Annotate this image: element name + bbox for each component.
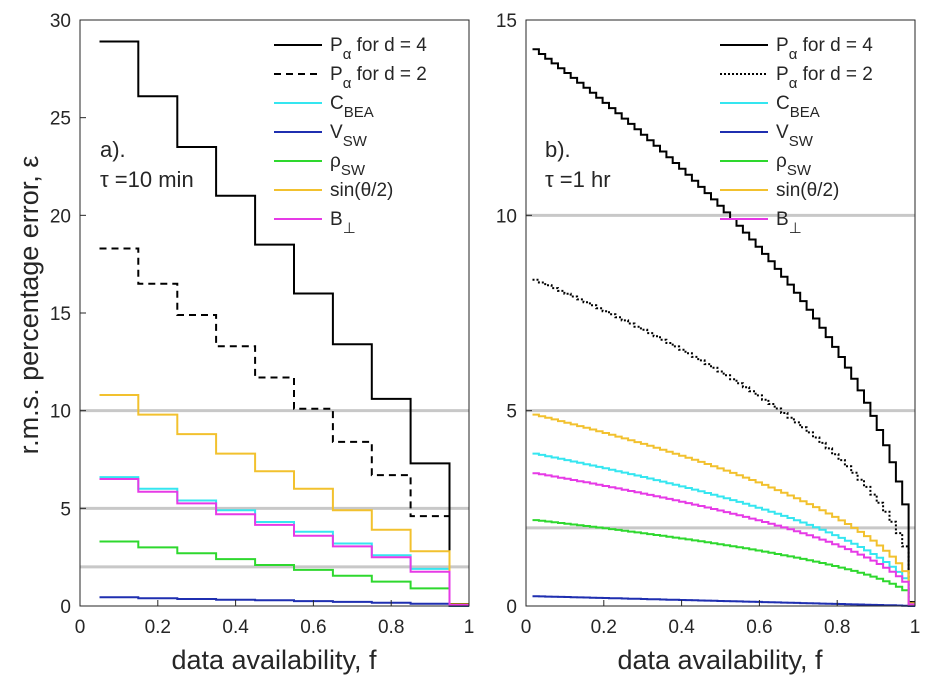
x-tick-label: 0.4 — [222, 617, 249, 638]
y-tick-label: 15 — [496, 11, 517, 32]
legend-label: CBEA — [776, 93, 820, 121]
y-axis-title: r.m.s. percentage error, ε — [14, 156, 44, 455]
y-tick-label: 5 — [60, 499, 71, 520]
panel-label: b). — [545, 137, 571, 162]
x-axis-title: data availability, f — [617, 645, 823, 675]
series-line-V — [99, 596, 469, 607]
legend-label: B⊥ — [330, 209, 356, 237]
x-tick-label: 0.8 — [378, 617, 404, 638]
legend: Pα for d = 4Pα for d = 2CBEAVSWρSWsin(θ/… — [720, 35, 873, 237]
series-line-rho — [532, 519, 915, 607]
x-tick-label: 0 — [521, 617, 532, 638]
series-line-sin — [99, 394, 469, 606]
legend: Pα for d = 4Pα for d = 2CBEAVSWρSWsin(θ/… — [274, 35, 427, 237]
series-line-C — [99, 476, 469, 606]
series-line-V — [532, 595, 915, 607]
y-tick-label: 10 — [50, 402, 71, 423]
legend-label: B⊥ — [776, 209, 802, 237]
y-tick-label: 25 — [50, 109, 71, 130]
plot-frame — [79, 19, 470, 607]
legend-label: VSW — [776, 122, 814, 150]
series-line-B — [532, 472, 915, 606]
y-tick-label: 15 — [50, 304, 71, 325]
reference-lines — [80, 409, 469, 569]
legend-label: Pα for d = 4 — [330, 35, 427, 63]
panel-label: a). — [100, 137, 126, 162]
x-tick-label: 0.6 — [746, 617, 772, 638]
plot-frame — [525, 19, 916, 607]
series-line-sin — [532, 413, 915, 605]
x-tick-label: 1 — [910, 617, 921, 638]
legend-label: ρSW — [330, 151, 366, 179]
x-tick-label: 1 — [464, 617, 475, 638]
series-line-P4 — [99, 40, 469, 605]
y-tick-label: 20 — [50, 206, 71, 227]
x-axis-title: data availability, f — [171, 645, 377, 675]
series-group — [532, 48, 915, 607]
legend-label: sin(θ/2) — [330, 180, 393, 201]
legend-label: CBEA — [330, 93, 374, 121]
series-line-P4 — [532, 48, 915, 604]
legend-label: VSW — [330, 122, 368, 150]
x-tick-label: 0.2 — [145, 617, 171, 638]
y-tick-label: 0 — [60, 597, 71, 618]
series-line-C — [532, 452, 915, 605]
x-tick-label: 0.8 — [824, 617, 850, 638]
legend-label: sin(θ/2) — [776, 180, 839, 201]
x-tick-label: 0.6 — [300, 617, 326, 638]
y-tick-label: 5 — [506, 402, 517, 423]
x-tick-label: 0.4 — [668, 617, 695, 638]
y-tick-label: 0 — [506, 597, 517, 618]
series-line-P2 — [532, 278, 915, 604]
series-line-P2 — [99, 247, 469, 605]
y-tick-label: 30 — [50, 11, 71, 32]
tau-label: τ =10 min — [100, 167, 194, 192]
legend-label: Pα for d = 2 — [776, 64, 873, 92]
legend-label: Pα for d = 4 — [776, 35, 873, 63]
x-tick-label: 0.2 — [591, 617, 617, 638]
series-group — [99, 40, 469, 607]
series-line-rho — [99, 540, 469, 607]
legend-label: Pα for d = 2 — [330, 64, 427, 92]
legend-label: ρSW — [776, 151, 812, 179]
y-tick-label: 10 — [496, 206, 517, 227]
tau-label: τ =1 hr — [545, 167, 611, 192]
series-line-B — [99, 478, 469, 606]
x-tick-label: 0 — [75, 617, 86, 638]
reference-lines — [526, 213, 915, 530]
